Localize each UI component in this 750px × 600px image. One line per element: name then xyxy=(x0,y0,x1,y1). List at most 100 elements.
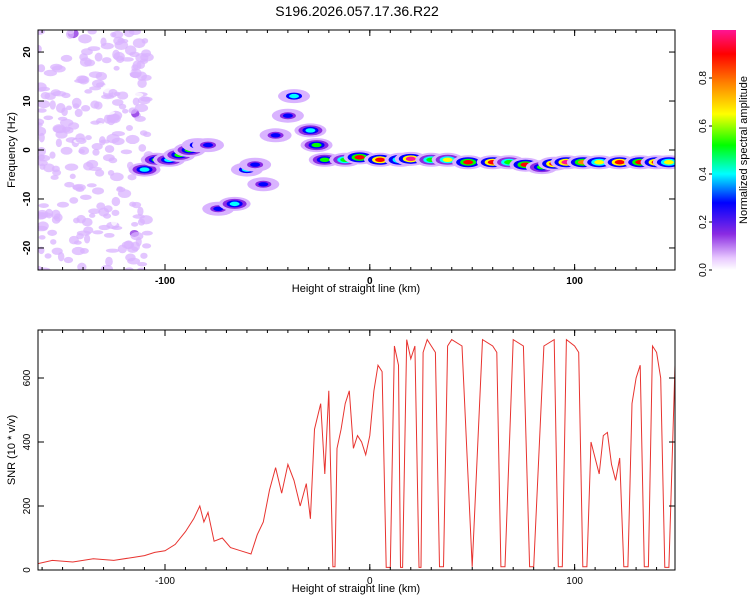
snr-panel: -100 0 100 0 200 400 600 Height of straight li… xyxy=(6,329,676,595)
spectrogram-noise-cell xyxy=(120,149,133,155)
spectrogram-noise-cell xyxy=(38,86,51,92)
x-tick-label: 0 xyxy=(367,276,373,287)
spectrogram-noise-cell xyxy=(127,257,141,265)
spectrogram-noise-cell xyxy=(39,163,46,170)
spectrogram-noise-cell xyxy=(105,256,113,267)
colorbar-tick-label: 0.0 xyxy=(698,263,709,277)
spectrogram-noise-cell xyxy=(38,246,45,255)
spectrogram-noise-cell xyxy=(50,239,57,245)
colorbar-tick-label: 0.6 xyxy=(698,119,709,133)
spectrogram-noise-cell xyxy=(140,252,148,259)
spectrogram-noise-cell xyxy=(64,163,79,171)
spectrogram-noise-cell xyxy=(91,143,103,151)
spectrogram-noise-cell xyxy=(68,235,79,245)
spectrogram-noise-cell xyxy=(121,57,134,62)
spectrogram-noise-cell xyxy=(60,54,73,62)
spectrogram-noise-cell xyxy=(38,209,49,220)
spectrogram-noise-cell xyxy=(52,90,67,97)
snr-xlabel: Height of straight line (km) xyxy=(292,583,420,595)
spectrogram-noise-cell xyxy=(38,154,51,162)
spectrogram-noise-cell xyxy=(97,122,105,132)
spectrogram-noise-cell xyxy=(107,170,115,176)
spectrogram-noise-cell xyxy=(141,49,152,57)
spectrogram-ridge-point xyxy=(663,160,674,165)
spectrogram-noise-cell xyxy=(88,71,103,79)
spectrogram-noise-cell xyxy=(83,226,94,234)
spectrogram-noise-cell xyxy=(76,75,88,83)
spectrogram-noise-cell xyxy=(43,163,55,173)
spectrogram-noise-cell xyxy=(55,103,66,114)
spectrogram-noise-cell xyxy=(49,100,56,110)
snr-series-line xyxy=(38,338,675,568)
spectrogram-noise-cell xyxy=(38,203,49,208)
spectrogram-noise-cell xyxy=(94,101,103,110)
spectrogram-noise-cell xyxy=(49,151,56,159)
spectrogram-noise-cell xyxy=(103,232,115,238)
y-tick-label: 20 xyxy=(22,46,33,58)
spectrogram-noise-cell xyxy=(122,108,129,114)
spectrogram-noise-cell xyxy=(111,196,121,207)
spectrogram-noise-cell xyxy=(84,89,93,94)
spectrogram-noise-cell xyxy=(69,173,76,179)
spectrogram-noise-cell xyxy=(74,108,83,118)
spectrogram-noise-cell xyxy=(38,122,43,128)
spectrogram-noise-cell xyxy=(94,169,105,177)
spectrogram-noise-cell xyxy=(133,92,144,97)
spectrogram-noise-cell xyxy=(118,103,127,110)
spectrogram-noise-cell xyxy=(117,189,132,199)
colorbar-tick-label: 0.2 xyxy=(698,215,709,229)
spectrogram-noise-cell xyxy=(115,145,122,156)
spectrogram-noise-cell xyxy=(84,234,91,244)
spectrogram-noise-cell xyxy=(142,243,152,249)
spectrogram-noise-cell xyxy=(55,138,62,148)
spectrogram-noise-cell xyxy=(87,30,97,35)
spectrogram-noise-cell xyxy=(113,51,125,61)
spectrogram-noise-cell xyxy=(108,88,118,98)
spectrogram-noise-cell xyxy=(129,51,140,58)
spectrogram-noise-cell xyxy=(47,229,58,236)
spectrogram-ridge-point xyxy=(305,128,316,133)
y-tick-label: 600 xyxy=(22,369,33,386)
spectrogram-noise-cell xyxy=(116,186,123,191)
spectrogram-xlabel: Height of straight line (km) xyxy=(292,283,420,295)
spectrogram-noise-cell xyxy=(131,221,139,227)
spectrogram-noise-cell xyxy=(124,267,134,270)
spectrogram-noise-cell xyxy=(117,244,128,254)
spectrogram-noise-cell xyxy=(38,100,51,109)
snr-ylabel: SNR (10 * v/v) xyxy=(6,415,18,485)
y-tick-label: 10 xyxy=(22,95,33,107)
spectrogram-noise-cell xyxy=(130,232,144,241)
spectrogram-noise-cell xyxy=(85,135,92,141)
spectrogram-noise-cell xyxy=(80,194,92,200)
spectrogram-noise-cell xyxy=(114,40,129,51)
spectrogram-noise-cell xyxy=(79,57,92,67)
spectrogram-ridge-point xyxy=(319,157,330,162)
spectrogram-noise-cell xyxy=(130,71,141,79)
spectrogram-noise-cell xyxy=(117,91,129,100)
spectrogram-noise-cell xyxy=(38,235,46,240)
spectrogram-noise-cell xyxy=(50,175,59,180)
spectrogram-noise-cell xyxy=(89,213,96,218)
colorbar: 0.0 0.2 0.4 0.6 0.8 Normalized spectral ampl… xyxy=(698,30,750,277)
spectrogram-noise-cell xyxy=(101,110,115,115)
spectrogram-noise-cell xyxy=(108,157,118,164)
spectrogram-noise-cell xyxy=(94,52,103,62)
spectrogram-noise-cell xyxy=(119,201,128,207)
spectrogram-ridge-point xyxy=(203,142,214,148)
spectrogram-noise-cell xyxy=(78,149,85,154)
spectrogram-noise-cell xyxy=(125,134,140,145)
spectrogram-ridge-point xyxy=(229,201,240,207)
spectrogram-noise-cell xyxy=(81,105,91,112)
spectrogram-noise-cell xyxy=(100,264,113,270)
y-tick-label: 0 xyxy=(22,147,33,153)
spectrogram-ridge-point xyxy=(442,157,453,162)
spectrogram-noise-cell xyxy=(60,146,73,155)
y-tick-label: 400 xyxy=(22,433,33,450)
spectrogram-ridge-point xyxy=(405,156,416,162)
colorbar-tick-label: 0.8 xyxy=(698,71,709,85)
spectrogram-noise-cell xyxy=(139,130,148,136)
spectrogram-noise-cell xyxy=(111,217,118,226)
spectrogram-noise-cell xyxy=(53,125,67,134)
